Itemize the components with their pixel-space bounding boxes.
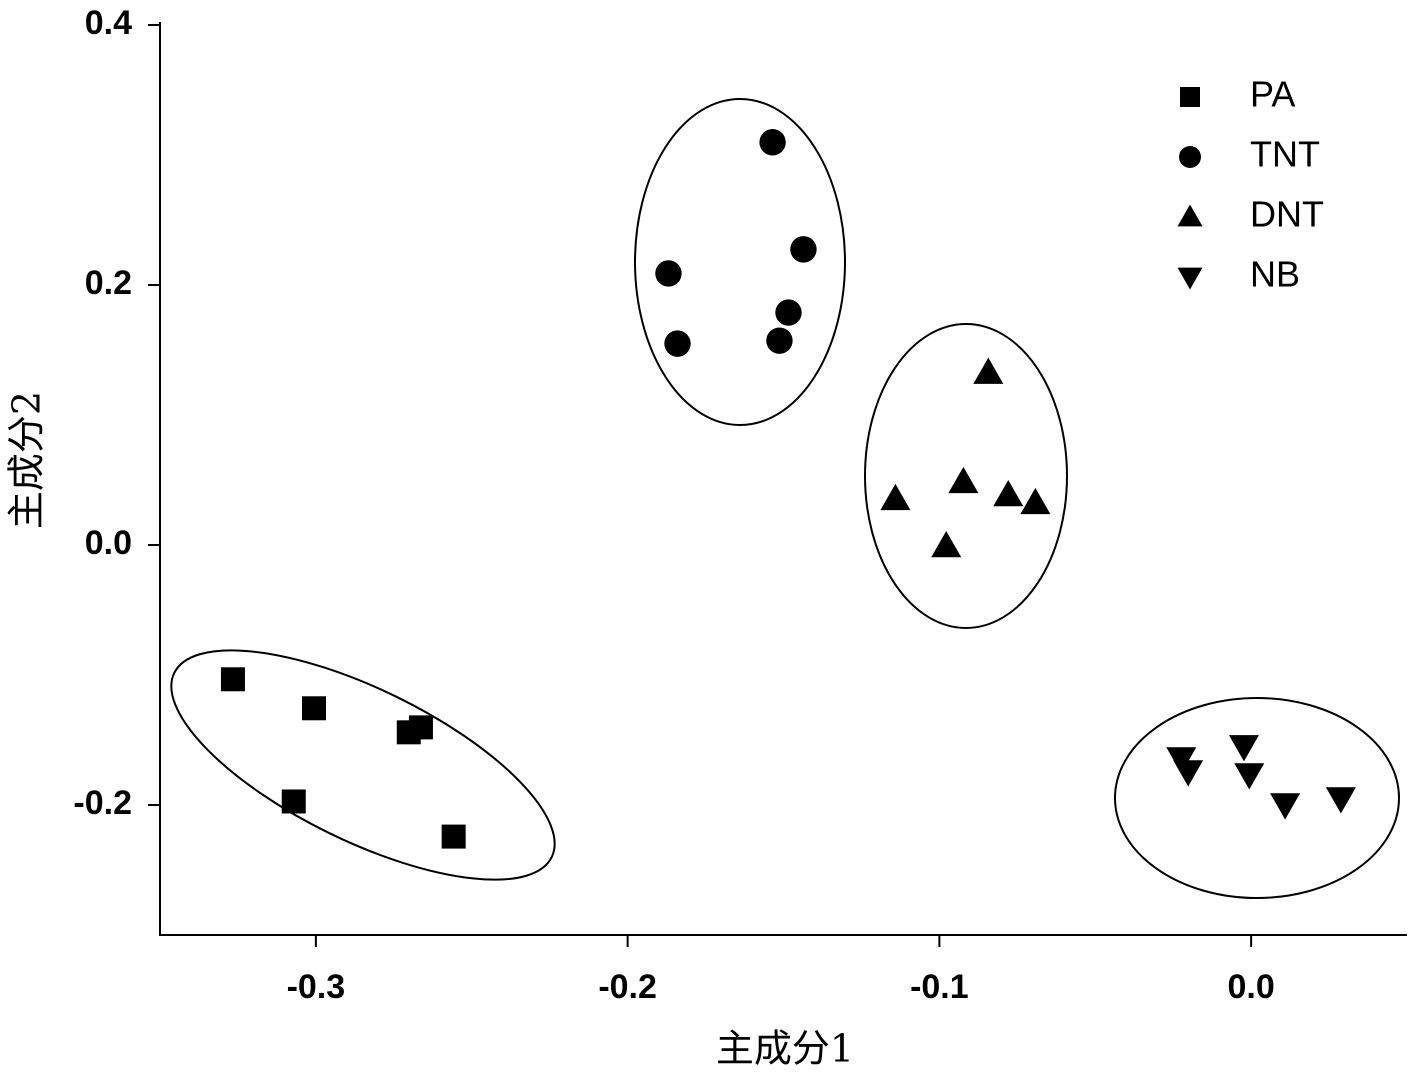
legend-label: DNT — [1250, 194, 1324, 235]
x-tick-label: -0.1 — [910, 968, 969, 1006]
marker-triangle-up — [1178, 205, 1203, 227]
marker-triangle-down — [1173, 760, 1203, 786]
marker-square — [442, 825, 466, 849]
y-tick-label: 0.0 — [85, 524, 132, 562]
x-tick-label: 0.0 — [1227, 968, 1274, 1006]
y-tick-label: 0.2 — [85, 264, 132, 302]
y-axis-title: 主成分2 — [5, 391, 49, 529]
marker-triangle-down — [1270, 793, 1300, 819]
y-tick-label: -0.2 — [73, 784, 132, 822]
x-tick-label: -0.2 — [598, 968, 657, 1006]
marker-triangle-down — [1326, 787, 1356, 813]
marker-circle — [766, 327, 792, 353]
marker-triangle-down — [1178, 268, 1203, 290]
marker-square — [221, 667, 245, 691]
marker-triangle-up — [948, 467, 978, 493]
legend-label: TNT — [1250, 134, 1320, 175]
cluster-ellipse — [1115, 698, 1399, 898]
marker-circle — [655, 260, 681, 286]
cluster-outlines — [141, 99, 1399, 925]
cluster-ellipse — [141, 605, 585, 926]
chart: 主成分1 主成分2 -0.3 -0.2 -0.1 0.0 -0.2 0.0 0.2 0.4 PA… — [0, 0, 1416, 1079]
marker-circle — [775, 299, 801, 325]
marker-circle — [1179, 146, 1201, 168]
legend-label: PA — [1250, 74, 1295, 115]
marker-square — [409, 715, 433, 739]
marker-square — [282, 789, 306, 813]
x-tick-label: -0.3 — [287, 968, 346, 1006]
x-axis-title: 主成分1 — [716, 1027, 854, 1071]
marker-circle — [759, 129, 785, 155]
marker-triangle-down — [1229, 735, 1259, 761]
marker-triangle-up — [880, 484, 910, 510]
marker-triangle-up — [1020, 488, 1050, 514]
marker-triangle-up — [973, 358, 1003, 384]
marker-triangle-up — [993, 480, 1023, 506]
marker-square — [1180, 87, 1200, 107]
marker-circle — [790, 236, 816, 262]
marker-triangle-up — [931, 531, 961, 557]
legend-label: NB — [1250, 254, 1300, 295]
marker-square — [302, 696, 326, 720]
y-tick-label: 0.4 — [85, 4, 132, 42]
marker-triangle-down — [1234, 763, 1264, 789]
marker-circle — [664, 330, 690, 356]
